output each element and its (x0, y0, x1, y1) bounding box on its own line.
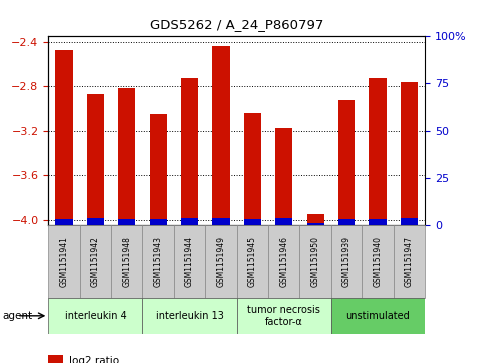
Text: GSM1151940: GSM1151940 (373, 236, 383, 287)
Text: GSM1151945: GSM1151945 (248, 236, 257, 287)
Bar (111, 225, 142, 298)
Text: agent: agent (2, 311, 32, 321)
Bar (401, 217, 418, 225)
Bar (268, 225, 299, 298)
Bar (401, 82, 418, 225)
Bar (150, 219, 167, 225)
Text: GSM1151946: GSM1151946 (279, 236, 288, 287)
Bar (307, 223, 324, 225)
Bar (56, 50, 72, 225)
Bar (174, 225, 205, 298)
Text: GSM1151948: GSM1151948 (122, 236, 131, 287)
Bar (307, 214, 324, 225)
Text: GSM1151944: GSM1151944 (185, 236, 194, 287)
Bar (205, 225, 237, 298)
Bar (275, 129, 292, 225)
Bar (48, 225, 80, 298)
Bar (369, 219, 386, 225)
Text: GSM1151950: GSM1151950 (311, 236, 320, 287)
Bar (87, 94, 104, 225)
Bar (213, 46, 229, 225)
Bar (394, 225, 425, 298)
Text: GSM1151943: GSM1151943 (154, 236, 163, 287)
Bar (331, 225, 362, 298)
Bar (369, 78, 386, 225)
Text: GDS5262 / A_24_P860797: GDS5262 / A_24_P860797 (150, 18, 323, 31)
Bar (362, 225, 394, 298)
Bar (213, 217, 229, 225)
Bar (48, 298, 142, 334)
Bar (237, 225, 268, 298)
Bar (244, 219, 261, 225)
Bar (338, 99, 355, 225)
Bar (48, 355, 63, 363)
Bar (56, 219, 72, 225)
Text: GSM1151947: GSM1151947 (405, 236, 414, 287)
Bar (275, 217, 292, 225)
Bar (338, 219, 355, 225)
Bar (80, 225, 111, 298)
Text: GSM1151942: GSM1151942 (91, 236, 100, 287)
Bar (244, 113, 261, 225)
Bar (331, 298, 425, 334)
Text: GSM1151941: GSM1151941 (59, 236, 69, 287)
Text: interleukin 13: interleukin 13 (156, 311, 224, 321)
Text: interleukin 4: interleukin 4 (65, 311, 126, 321)
Bar (150, 114, 167, 225)
Bar (118, 89, 135, 225)
Bar (142, 225, 174, 298)
Text: tumor necrosis
factor-α: tumor necrosis factor-α (247, 305, 320, 327)
Text: log2 ratio: log2 ratio (69, 356, 119, 363)
Bar (237, 298, 331, 334)
Bar (118, 219, 135, 225)
Bar (181, 78, 198, 225)
Bar (142, 298, 237, 334)
Text: GSM1151939: GSM1151939 (342, 236, 351, 287)
Bar (299, 225, 331, 298)
Text: GSM1151949: GSM1151949 (216, 236, 226, 287)
Bar (181, 217, 198, 225)
Bar (87, 217, 104, 225)
Text: unstimulated: unstimulated (345, 311, 411, 321)
